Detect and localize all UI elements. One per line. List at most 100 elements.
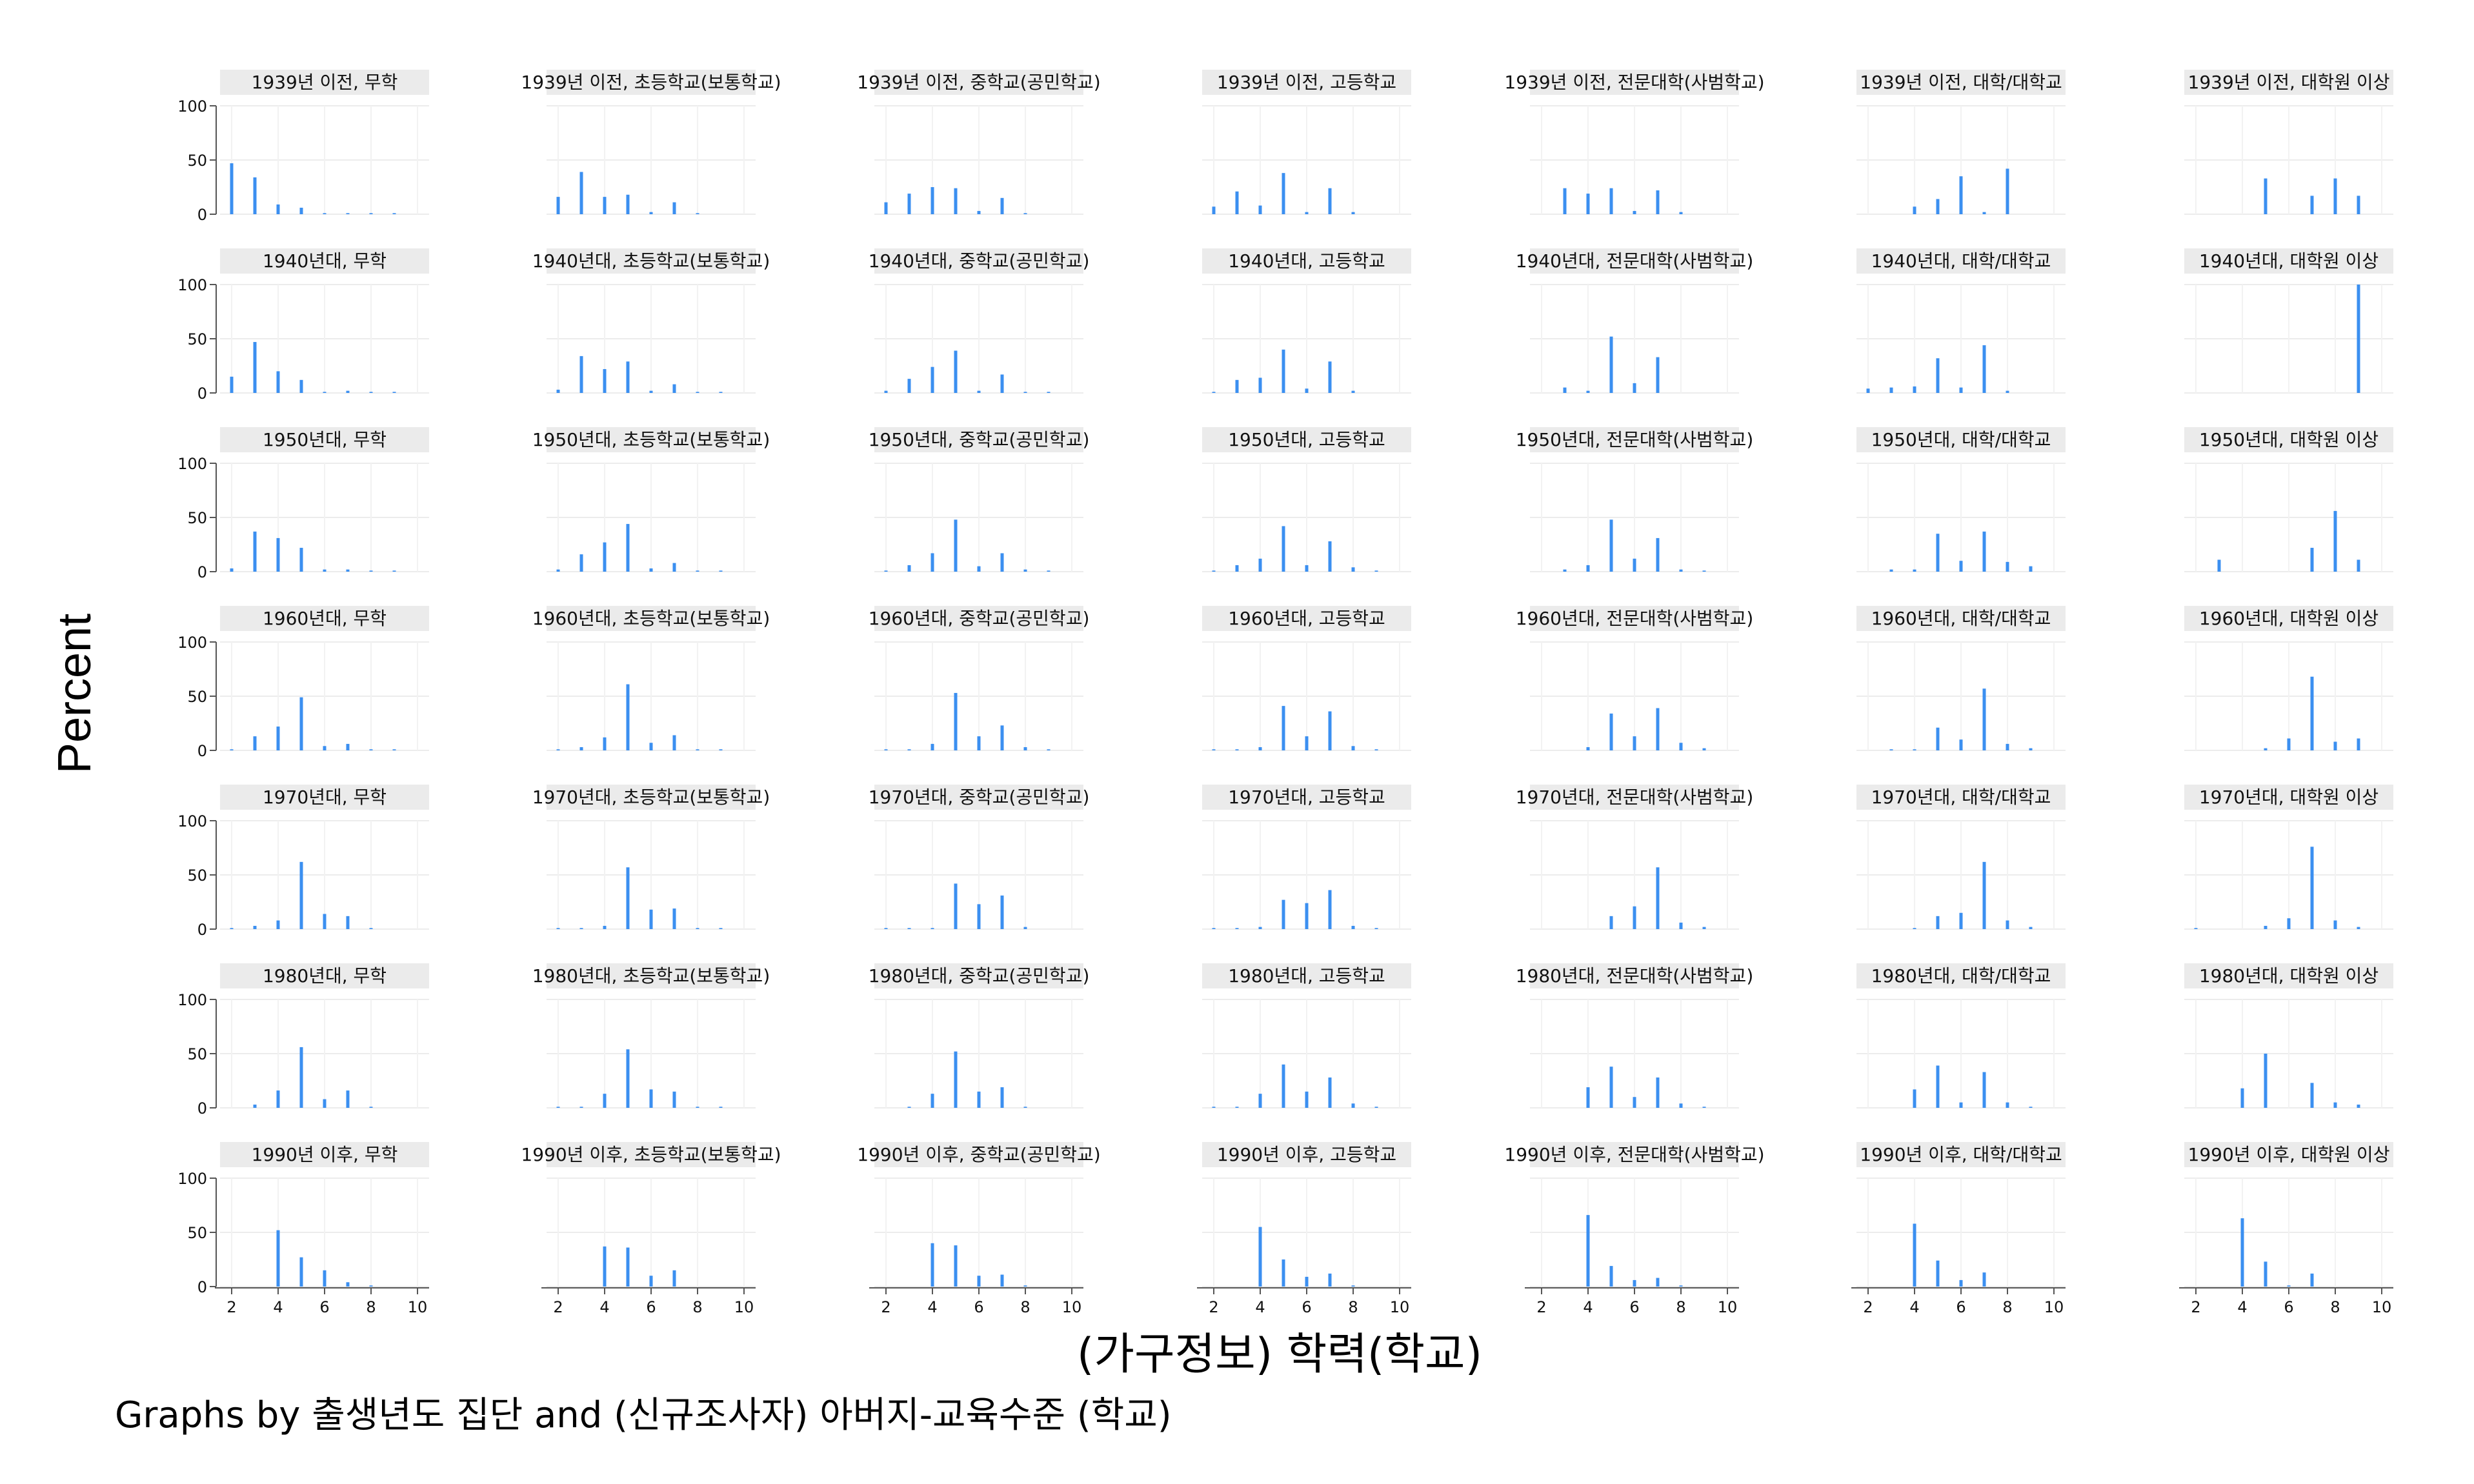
panel-title: 1980년대, 중학교(공민학교) (869, 965, 1090, 987)
panel: 1940년대, 무학 0 50 100 (177, 248, 429, 403)
panel-title: 1980년대, 무학 (263, 965, 387, 987)
bar (2240, 1218, 2244, 1287)
x-axis-label: (가구정보) 학력(학교) (1077, 1329, 1482, 1380)
panel-title-bg (220, 427, 429, 452)
bar (1235, 191, 1239, 214)
x-tick-label: 10 (1062, 1298, 1082, 1316)
bar (2029, 1107, 2033, 1108)
bar (1633, 383, 1636, 393)
panel-title-bg (1202, 70, 1411, 95)
bar (626, 1049, 630, 1108)
bar (672, 1270, 676, 1287)
bar (1679, 212, 1683, 214)
panel: 1940년대, 전문대학(사범학교) (1516, 248, 1753, 394)
panel: 1940년대, 대학원 이상 (2184, 248, 2393, 394)
bar (1679, 743, 1683, 750)
bar (1679, 569, 1683, 572)
bar (1047, 570, 1051, 572)
bar (1982, 1072, 1986, 1108)
panel-title-bg (2184, 248, 2393, 274)
panel-title: 1970년대, 대학원 이상 (2199, 787, 2378, 808)
x-tick-label: 6 (319, 1298, 329, 1316)
bar (1282, 526, 1285, 572)
bar (1212, 928, 1216, 929)
bar (2287, 1285, 2291, 1287)
panel-title: 1980년대, 초등학교(보통학교) (532, 965, 770, 987)
bar (230, 568, 234, 572)
panel: 1980년대, 대학원 이상 (2184, 963, 2393, 1108)
bar (626, 1247, 630, 1287)
panel-title: 1960년대, 중학교(공민학교) (869, 608, 1090, 629)
panel-title-bg (874, 785, 1083, 810)
bar (1212, 749, 1216, 750)
bar (2217, 559, 2221, 572)
bar (1000, 725, 1004, 750)
bar (1913, 749, 1916, 750)
bar (1586, 565, 1590, 572)
panel-title: 1939년 이전, 대학/대학교 (1860, 72, 2062, 93)
bar (323, 1270, 327, 1287)
x-tick-label: 10 (1718, 1298, 1738, 1316)
panel-title: 1939년 이전, 고등학교 (1217, 72, 1396, 93)
bar (1936, 916, 1940, 929)
bar (2310, 196, 2314, 214)
bar (1328, 188, 1332, 214)
panel-title-bg (1856, 70, 2066, 95)
bar (276, 537, 280, 572)
bar (2006, 390, 2009, 393)
bar (1328, 711, 1332, 750)
bar (230, 749, 234, 750)
bar (299, 207, 303, 214)
panel-title: 1940년대, 대학원 이상 (2199, 250, 2378, 272)
panel-title: 1939년 이전, 무학 (252, 72, 398, 93)
bar (907, 749, 911, 750)
bar (930, 366, 934, 393)
bar (1679, 1103, 1683, 1108)
bar (299, 1257, 303, 1287)
bar (884, 749, 888, 750)
bar (626, 867, 630, 929)
panel-title-bg (1530, 963, 1739, 988)
bar (346, 743, 350, 750)
bar (392, 749, 396, 750)
bar (2357, 1104, 2360, 1108)
x-tick-label: 10 (2044, 1298, 2064, 1316)
x-tick-label: 8 (2002, 1298, 2012, 1316)
bar (1328, 361, 1332, 393)
bar (1235, 749, 1239, 750)
panel-title: 1970년대, 초등학교(보통학교) (532, 787, 770, 808)
panel-title-bg (547, 963, 756, 988)
bar (672, 563, 676, 572)
bar (1586, 390, 1590, 393)
bar (1633, 736, 1636, 750)
bar (1936, 358, 1940, 393)
panel-title-bg (220, 606, 429, 631)
bar (1959, 1279, 1963, 1287)
bar (603, 925, 607, 929)
x-tick-label: 4 (273, 1298, 283, 1316)
bar (930, 743, 934, 750)
bar (1258, 1227, 1262, 1287)
panel-title-bg (1856, 1142, 2066, 1167)
panel-title: 1939년 이전, 전문대학(사범학교) (1504, 72, 1764, 93)
bar (1889, 387, 1893, 393)
panel: 1960년대, 전문대학(사범학교) (1516, 606, 1753, 751)
bar (2006, 743, 2009, 750)
panel-title: 1980년대, 대학/대학교 (1871, 965, 2051, 987)
panel-title-bg (2184, 785, 2393, 810)
x-tick-label: 4 (599, 1298, 609, 1316)
panel-title: 1990년 이후, 대학원 이상 (2188, 1144, 2390, 1165)
x-tick-label: 8 (1676, 1298, 1685, 1316)
panel-title-bg (547, 1142, 756, 1167)
bar (603, 369, 607, 393)
bar (1282, 1259, 1285, 1287)
bar (1656, 537, 1660, 572)
bar (2264, 1261, 2268, 1287)
bar (1656, 1278, 1660, 1287)
bar (2357, 927, 2360, 929)
panel: 1970년대, 중학교(공민학교) (869, 785, 1089, 930)
bar (579, 1107, 583, 1108)
bar (672, 384, 676, 393)
bar (1374, 570, 1378, 572)
panel-title: 1970년대, 무학 (263, 787, 387, 808)
